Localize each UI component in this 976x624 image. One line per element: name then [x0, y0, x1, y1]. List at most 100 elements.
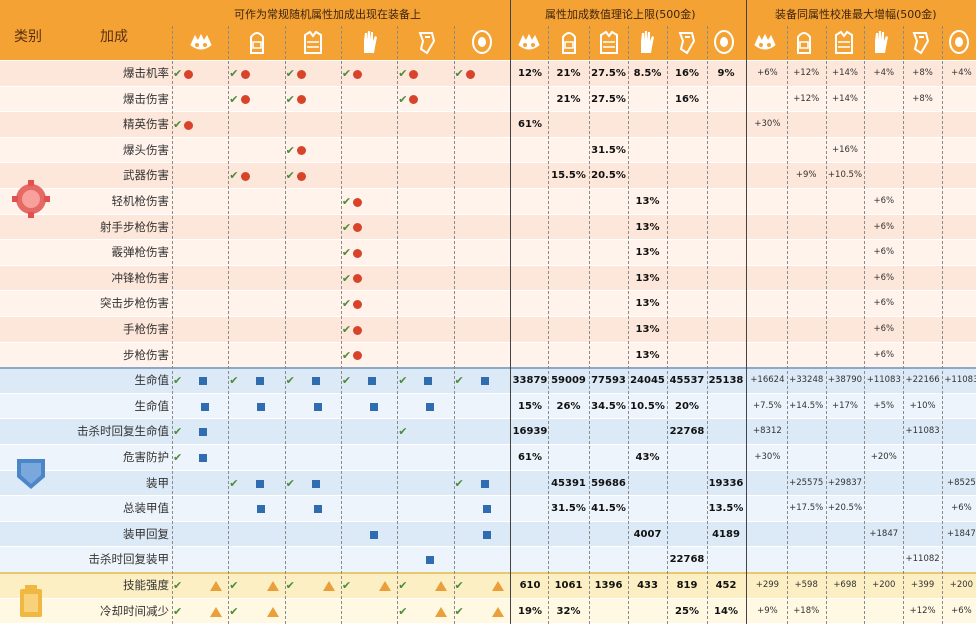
max-value-cell	[667, 112, 707, 137]
skill-triangle-icon	[266, 606, 279, 617]
max-value-cell: 59686	[591, 477, 626, 489]
max-value-cell	[628, 138, 667, 163]
slot-marker: ✔	[173, 573, 227, 598]
increment-cell: +6%	[873, 196, 895, 206]
max-value-cell	[667, 317, 707, 342]
attribute-label: 手枪伤害	[123, 322, 169, 336]
max-value-cell	[589, 189, 628, 214]
slot-marker	[173, 496, 227, 521]
increment-cell	[826, 240, 865, 265]
max-value-cell	[707, 291, 745, 316]
slot-marker: ✔	[398, 599, 452, 624]
kneepads-icon	[467, 26, 497, 56]
slot-marker	[455, 445, 509, 470]
max-value-cell: 16%	[675, 93, 699, 105]
section-border	[746, 0, 747, 624]
kneepads-icon	[709, 26, 739, 56]
grid-line	[340, 26, 342, 624]
table-row: 爆头伤害 ✔ 31.5% +16%	[0, 137, 976, 164]
offense-dot-icon	[353, 274, 363, 284]
offense-dot-icon	[353, 197, 363, 207]
attribute-label: 爆击机率	[123, 66, 169, 80]
increment-cell: +29837	[827, 477, 863, 488]
increment-cell: +38790	[827, 375, 863, 386]
slot-marker	[173, 343, 227, 368]
offense-dot-icon	[184, 120, 194, 130]
increment-cell	[748, 291, 787, 316]
slot-marker	[398, 138, 452, 163]
grid-line	[786, 26, 788, 624]
slot-marker	[342, 163, 396, 188]
increment-cell	[903, 445, 942, 470]
max-value-cell	[548, 522, 589, 547]
increment-cell: +698	[833, 580, 857, 590]
defense-square-icon	[313, 505, 322, 514]
category-divider	[0, 572, 976, 574]
increment-cell	[942, 215, 976, 240]
increment-cell: +11082	[905, 554, 940, 565]
max-value-cell	[548, 291, 589, 316]
max-value-cell	[667, 163, 707, 188]
slot-marker	[342, 419, 396, 444]
defense-square-icon	[199, 377, 208, 386]
increment-cell	[787, 317, 826, 342]
table-row: 射手步枪伤害 ✔ 13% +6%	[0, 214, 976, 241]
increment-cell	[903, 240, 942, 265]
grid-line	[942, 26, 943, 624]
check-icon: ✔	[454, 67, 464, 80]
increment-cell: +8525	[947, 477, 976, 488]
slot-marker	[455, 163, 509, 188]
defense-square-icon	[311, 377, 320, 386]
max-value-cell	[707, 240, 745, 265]
check-icon: ✔	[173, 118, 183, 132]
max-value-cell	[548, 547, 589, 572]
increment-cell	[942, 189, 976, 214]
grid-line	[453, 26, 455, 624]
increment-cell: +7.5%	[753, 400, 782, 411]
max-value-cell	[512, 266, 548, 291]
grid-line	[825, 26, 827, 624]
holster-icon	[671, 26, 701, 56]
max-value-cell	[628, 471, 667, 496]
check-icon: ✔	[341, 348, 352, 362]
increment-cell	[864, 599, 903, 624]
table-row: 冲锋枪伤害 ✔ 13% +6%	[0, 265, 976, 292]
skill-triangle-icon	[210, 581, 223, 591]
increment-cell: +8312	[753, 426, 782, 437]
increment-cell: +200	[872, 580, 896, 590]
slot-marker	[286, 343, 340, 368]
offense-dot-icon	[184, 69, 194, 79]
increment-cell	[787, 547, 826, 572]
slot-marker	[173, 547, 227, 572]
increment-cell	[748, 522, 787, 547]
skill-triangle-icon	[266, 581, 279, 591]
slot-marker: ✔	[229, 573, 283, 598]
max-value-cell	[589, 547, 628, 572]
increment-cell: +20%	[870, 452, 897, 462]
attribute-label: 射手步枪伤害	[100, 219, 169, 234]
max-value-cell	[628, 547, 667, 572]
increment-cell	[864, 87, 903, 112]
max-value-cell	[512, 471, 548, 496]
slot-marker: ✔	[173, 419, 227, 444]
max-value-cell	[512, 87, 548, 112]
max-value-cell	[589, 343, 628, 368]
slot-marker	[229, 445, 283, 470]
attribute-label: 危害防护	[123, 450, 169, 464]
max-value-cell: 34.5%	[591, 400, 626, 412]
increment-cell	[903, 496, 942, 521]
table-row: 生命值 15% 26% 34.5% 10.5% 20% +7.5% +14.5% +17% +5%…	[0, 393, 976, 420]
check-icon: ✔	[341, 67, 352, 80]
max-value-cell	[548, 189, 589, 214]
check-icon: ✔	[173, 67, 183, 80]
skill-triangle-icon	[435, 581, 448, 591]
max-value-cell	[548, 317, 589, 342]
slot-marker: ✔	[173, 445, 227, 470]
check-icon: ✔	[229, 579, 239, 592]
slot-marker: ✔	[342, 61, 396, 86]
increment-cell	[748, 317, 787, 342]
attribute-label: 爆击伤害	[123, 91, 169, 106]
max-value-cell: 13%	[635, 196, 660, 207]
category-divider	[0, 367, 976, 370]
slot-marker: ✔	[398, 87, 452, 112]
